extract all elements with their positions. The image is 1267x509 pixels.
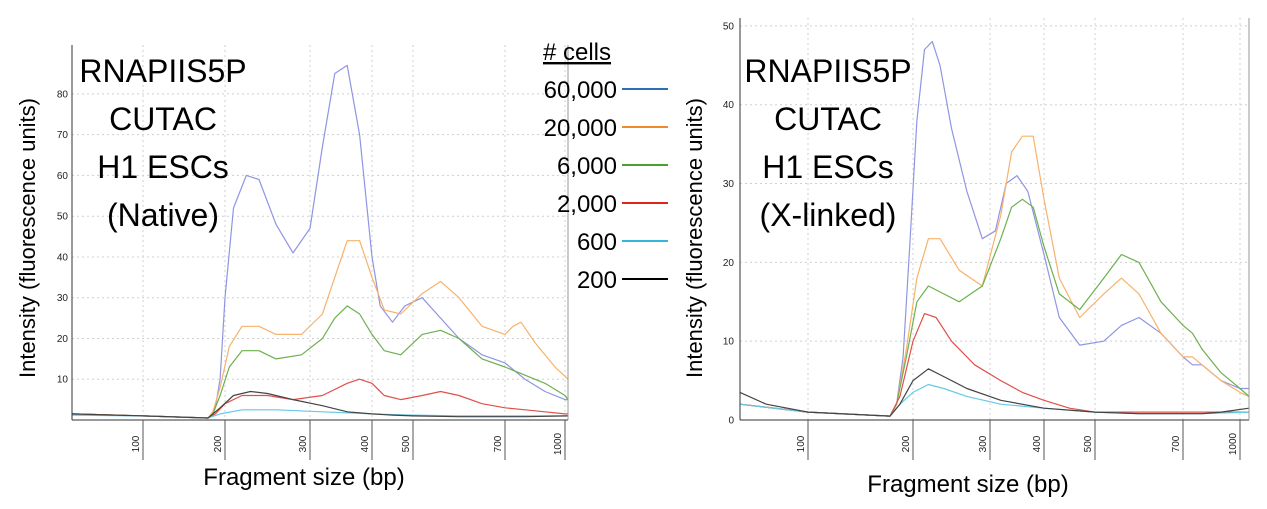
legend-entry: 200 bbox=[577, 267, 668, 294]
chart-native-y-axis-label: Intensity (fluorescence units) bbox=[15, 98, 40, 378]
series-line-600 bbox=[739, 383, 1250, 417]
chart-xlinked-grid bbox=[740, 18, 1249, 420]
y-tick-label: 30 bbox=[723, 179, 735, 190]
annotation-line-3: H1 ESCs bbox=[762, 149, 894, 185]
chart-native-axes bbox=[71, 45, 569, 421]
x-tick-label: 1000 bbox=[553, 432, 564, 455]
x-tick-label: 200 bbox=[213, 435, 224, 452]
chart-xlinked-x-axis-label: Fragment size (bp) bbox=[867, 471, 1068, 498]
series-line-60000 bbox=[71, 64, 568, 419]
x-tick-label: 700 bbox=[493, 435, 504, 452]
x-tick-label: 300 bbox=[298, 435, 309, 452]
x-tick-label: 1000 bbox=[1228, 432, 1239, 455]
series-line-200 bbox=[71, 390, 569, 419]
legend-entry: 20,000 bbox=[544, 115, 668, 142]
y-tick-label: 30 bbox=[57, 293, 69, 304]
x-tick-label: 500 bbox=[1083, 435, 1094, 452]
y-tick-label: 40 bbox=[57, 252, 69, 263]
series-line-6000 bbox=[71, 305, 569, 419]
chart-native-x-axis-label: Fragment size (bp) bbox=[203, 464, 404, 491]
chart-native-x-ticks: 100 200 300 400 500 700 1000 bbox=[131, 420, 566, 460]
y-tick-label: 10 bbox=[57, 375, 69, 386]
x-tick-label: 400 bbox=[1032, 435, 1043, 452]
series-line-200 bbox=[739, 368, 1250, 417]
series-line-20000 bbox=[71, 240, 569, 419]
chart-xlinked-axes bbox=[739, 18, 1250, 421]
y-tick-label: 50 bbox=[57, 212, 69, 223]
series-line-60000 bbox=[739, 40, 1249, 417]
y-tick-label: 70 bbox=[57, 130, 69, 141]
y-tick-label: 20 bbox=[57, 334, 69, 345]
chart-xlinked-y-ticks: 0 10 20 30 40 50 bbox=[723, 21, 735, 426]
series-line-20000 bbox=[739, 135, 1250, 417]
legend-entry: 60,000 bbox=[544, 77, 668, 104]
chart-xlinked-y-axis-label: Intensity (fluorescence units) bbox=[682, 98, 707, 378]
y-tick-label: 80 bbox=[57, 89, 69, 100]
y-tick-label: 40 bbox=[723, 100, 735, 111]
annotation-line-2: CUTAC bbox=[774, 101, 882, 137]
x-tick-label: 400 bbox=[360, 435, 371, 452]
x-tick-label: 100 bbox=[131, 435, 142, 452]
chart-xlinked-annotation: RNAPIIS5P CUTAC H1 ESCs (X-linked) bbox=[744, 53, 911, 233]
x-tick-label: 700 bbox=[1171, 435, 1182, 452]
legend-title: # cells bbox=[543, 39, 611, 66]
legend-label: 2,000 bbox=[557, 191, 617, 218]
legend-entries: 60,000 20,000 6,000 2,000 600 200 bbox=[544, 77, 668, 294]
y-tick-label: 60 bbox=[57, 171, 69, 182]
y-tick-label: 0 bbox=[728, 416, 734, 427]
x-tick-label: 300 bbox=[978, 435, 989, 452]
series-line-600 bbox=[71, 409, 568, 419]
annotation-line-3: H1 ESCs bbox=[97, 149, 229, 185]
annotation-line-1: RNAPIIS5P bbox=[79, 53, 246, 89]
x-tick-label: 500 bbox=[401, 435, 412, 452]
legend-label: 600 bbox=[577, 229, 617, 256]
legend: # cells 60,000 20,000 6,000 2,000 600 200 bbox=[543, 39, 668, 294]
legend-entry: 600 bbox=[577, 229, 668, 256]
series-line-2000 bbox=[71, 378, 568, 419]
y-tick-label: 20 bbox=[723, 258, 735, 269]
legend-label: 20,000 bbox=[544, 115, 617, 142]
annotation-line-4: (X-linked) bbox=[760, 197, 897, 233]
chart-native-annotation: RNAPIIS5P CUTAC H1 ESCs (Native) bbox=[79, 53, 246, 233]
annotation-line-4: (Native) bbox=[107, 197, 219, 233]
y-tick-label: 50 bbox=[723, 21, 735, 32]
legend-entry: 6,000 bbox=[557, 153, 668, 180]
series-line-2000 bbox=[739, 313, 1249, 417]
x-tick-label: 100 bbox=[796, 435, 807, 452]
chart-native-series bbox=[71, 64, 569, 419]
chart-native-y-ticks: 10 20 30 40 50 60 70 80 bbox=[57, 89, 69, 385]
y-tick-label: 10 bbox=[723, 337, 735, 348]
legend-label: 60,000 bbox=[544, 77, 617, 104]
x-tick-label: 200 bbox=[901, 435, 912, 452]
series-line-6000 bbox=[739, 198, 1250, 417]
chart-xlinked-series bbox=[739, 40, 1250, 417]
legend-label: 6,000 bbox=[557, 153, 617, 180]
legend-label: 200 bbox=[577, 267, 617, 294]
chart-xlinked-x-ticks: 100 200 300 400 500 700 1000 bbox=[796, 420, 1241, 460]
annotation-line-2: CUTAC bbox=[109, 101, 217, 137]
chart-xlinked: 0 10 20 30 40 50 100 200 300 400 500 700 1000 Inten… bbox=[682, 18, 1250, 498]
legend-entry: 2,000 bbox=[557, 191, 668, 218]
annotation-line-1: RNAPIIS5P bbox=[744, 53, 911, 89]
